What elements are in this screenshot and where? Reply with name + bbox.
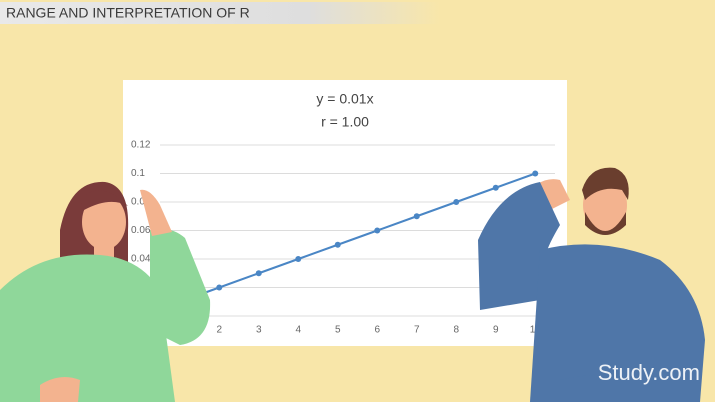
header-bar — [0, 2, 440, 24]
y-tick-label: 0.08 — [131, 197, 151, 208]
data-point — [453, 199, 460, 205]
watermark: Study.com — [598, 360, 700, 385]
y-tick-label: 0.06 — [131, 225, 151, 236]
x-tick-label: 7 — [414, 325, 420, 336]
data-point — [492, 184, 499, 191]
header-title: RANGE AND INTERPRETATION OF R — [6, 5, 250, 21]
chart-subtitle: r = 1.00 — [321, 114, 369, 130]
x-tick-label: 6 — [374, 325, 380, 336]
x-tick-label: 9 — [493, 325, 499, 336]
data-point — [374, 227, 381, 234]
x-tick-label: 2 — [216, 325, 222, 336]
x-tick-label: 3 — [256, 325, 262, 336]
x-tick-label: 4 — [295, 325, 301, 336]
data-point — [413, 213, 420, 220]
x-tick-label: 5 — [335, 325, 341, 336]
chart-title: y = 0.01x — [316, 91, 373, 107]
man-illustration — [478, 167, 705, 402]
woman-illustration — [0, 181, 211, 402]
data-line — [179, 172, 536, 303]
y-tick-label: 0.12 — [131, 140, 151, 151]
data-point — [334, 241, 341, 248]
y-tick-label: 0.1 — [131, 168, 145, 179]
y-tick-label: 0.04 — [131, 254, 151, 265]
data-point — [255, 270, 262, 277]
x-tick-label: 8 — [453, 325, 459, 336]
data-point — [216, 284, 223, 291]
data-point — [295, 256, 302, 262]
data-point — [532, 170, 539, 177]
